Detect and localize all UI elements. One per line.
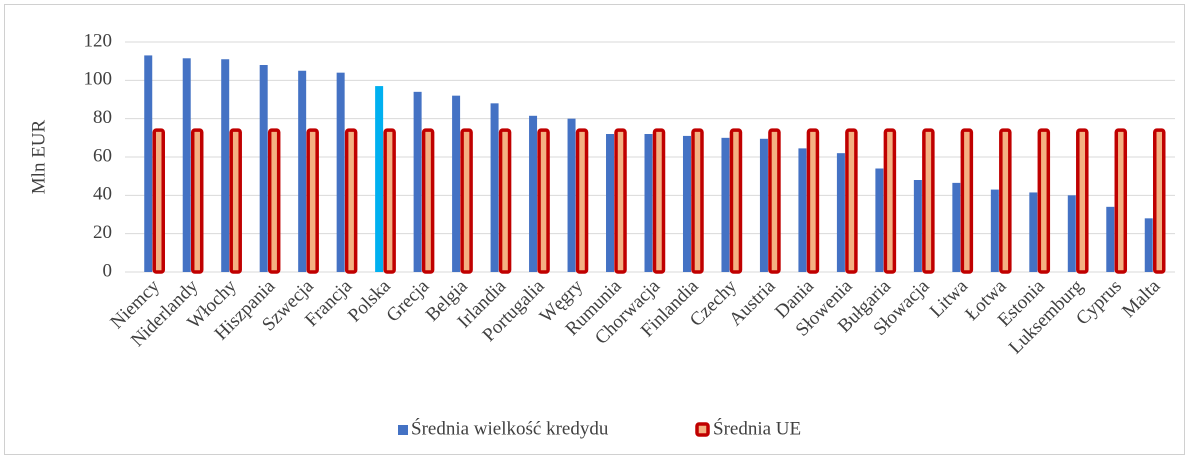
bar (768, 128, 781, 274)
bar (883, 128, 897, 274)
y-tick-label: 120 (84, 30, 113, 51)
y-tick-label: 20 (93, 222, 112, 243)
bar (267, 128, 281, 274)
y-tick-label: 0 (103, 260, 113, 281)
y-axis-label: Mln EUR (28, 119, 49, 194)
bar (344, 128, 358, 274)
bar (336, 72, 345, 273)
bar (490, 103, 499, 272)
bar (567, 118, 576, 273)
bar (1106, 206, 1115, 272)
y-tick-label: 60 (93, 145, 112, 166)
bar (383, 128, 396, 274)
bar (182, 58, 191, 272)
bar (413, 91, 422, 272)
y-tick-label: 80 (93, 107, 112, 128)
bar (990, 189, 999, 272)
bar (1029, 192, 1038, 272)
bar (644, 134, 653, 272)
bar (682, 135, 691, 272)
y-tick-label: 40 (93, 184, 112, 205)
bar (721, 137, 730, 272)
legend-label: Średnia wielkość kredydu (411, 417, 609, 439)
bar (1076, 128, 1089, 274)
bar (375, 86, 384, 272)
bar (913, 180, 922, 272)
bar (922, 128, 935, 274)
bar (537, 128, 550, 274)
bar (798, 148, 807, 272)
bar (452, 95, 461, 273)
bar (836, 153, 845, 272)
bar (999, 128, 1012, 274)
bar (575, 128, 589, 274)
bar (729, 128, 743, 274)
bar (691, 128, 704, 274)
bar (960, 128, 974, 274)
bar (652, 128, 666, 274)
bar (845, 128, 858, 274)
bar (1144, 218, 1153, 272)
legend-label: Średnia UE (713, 417, 801, 439)
bar (606, 134, 615, 272)
bar (460, 128, 473, 274)
bar (952, 182, 961, 272)
bar (529, 115, 538, 273)
bar (759, 138, 768, 272)
bar (306, 128, 319, 274)
bar (144, 55, 153, 272)
bar (1067, 195, 1076, 272)
y-tick-label: 100 (84, 69, 113, 90)
bar (229, 128, 242, 274)
legend-swatch (398, 425, 408, 435)
bar (1037, 128, 1051, 274)
bar (1114, 128, 1128, 274)
legend-swatch (695, 422, 710, 437)
bar (1153, 128, 1166, 274)
bar (259, 65, 268, 272)
bar (806, 128, 820, 274)
bar (875, 168, 884, 272)
bar (421, 128, 435, 274)
bar (498, 128, 512, 274)
bar (298, 70, 307, 272)
bar (152, 128, 165, 274)
bar (614, 128, 627, 274)
bar (221, 59, 230, 272)
bar (190, 128, 204, 274)
